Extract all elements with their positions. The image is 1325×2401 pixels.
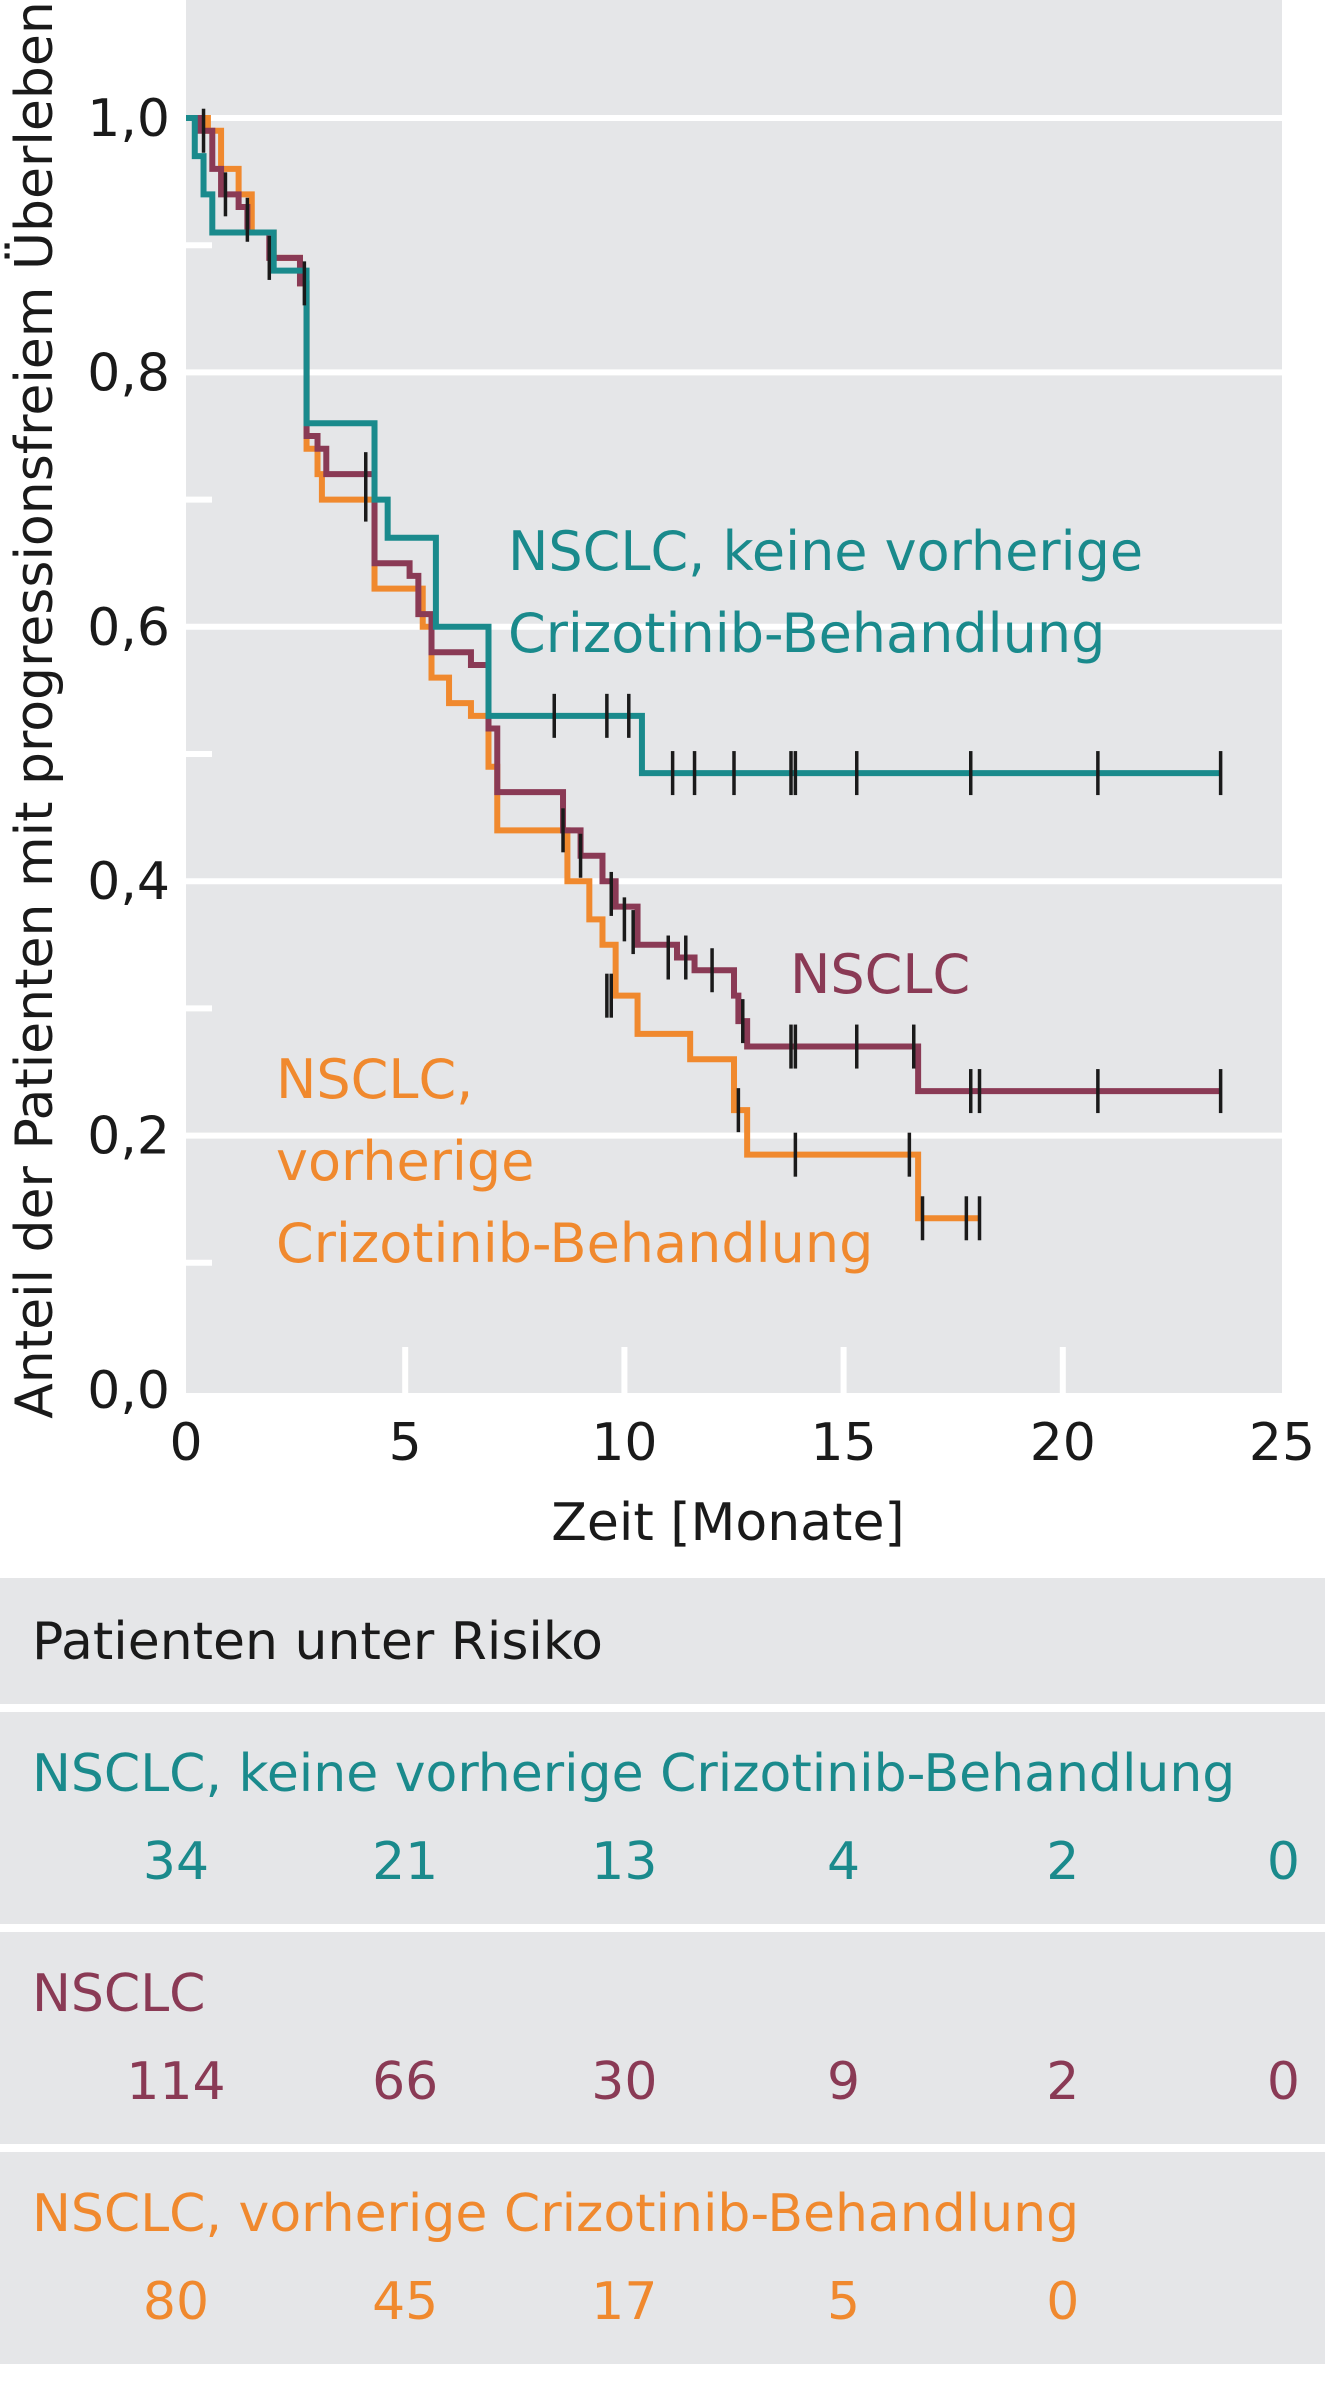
risk-count: 45 — [372, 2272, 439, 2332]
risk-table-groups: NSCLC, keine vorherige Crizotinib-Behand… — [0, 1712, 1325, 2364]
series-label-1: NSCLC — [790, 943, 970, 1006]
y-tick-label: 1,0 — [87, 89, 170, 149]
risk-count: 0 — [1266, 2052, 1300, 2112]
risk-count: 30 — [591, 2052, 658, 2112]
x-axis-ticks: 0 5 10 15 20 25 — [169, 1347, 1315, 1473]
risk-count: 0 — [1266, 1832, 1300, 1892]
risk-group-name: NSCLC, vorherige Crizotinib-Behandlung — [32, 2184, 1080, 2244]
risk-count: 66 — [372, 2052, 439, 2112]
risk-group-0: NSCLC, keine vorherige Crizotinib-Behand… — [0, 1712, 1325, 1924]
risk-count: 80 — [142, 2272, 210, 2332]
series-label-2: NSCLC, vorherige Crizotinib-Behandlung — [276, 1048, 873, 1275]
series-annotations: NSCLC, keine vorherige Crizotinib-Behandl… — [276, 520, 1143, 1275]
grid-lines — [186, 115, 1282, 1266]
risk-count: 9 — [827, 2052, 861, 2112]
risk-table-header: Patienten unter Risiko — [0, 1578, 1325, 1704]
x-tick-label: 5 — [389, 1413, 422, 1473]
risk-table: Patienten unter Risiko NSCLC, keine vorh… — [0, 1578, 1325, 2372]
y-tick-label: 0,0 — [87, 1361, 170, 1421]
risk-count: 114 — [126, 2052, 226, 2112]
x-tick-label: 20 — [1030, 1413, 1096, 1473]
risk-group-2: NSCLC, vorherige Crizotinib-Behandlung 80… — [0, 2152, 1325, 2364]
risk-table-title: Patienten unter Risiko — [32, 1612, 603, 1672]
x-tick-label: 15 — [811, 1413, 877, 1473]
y-axis-ticks: 0,0 0,2 0,4 0,6 0,8 1,0 — [87, 89, 170, 1421]
y-tick-label: 0,8 — [87, 343, 170, 403]
series-label-0: NSCLC, keine vorherige Crizotinib-Behandl… — [508, 520, 1143, 665]
x-tick-label: 25 — [1249, 1413, 1315, 1473]
x-tick-label: 10 — [591, 1413, 657, 1473]
risk-count: 2 — [1046, 2052, 1080, 2112]
risk-count: 34 — [142, 1832, 210, 1892]
risk-count: 21 — [372, 1832, 439, 1892]
risk-group-1: NSCLC 114 66 30 9 2 0 — [0, 1932, 1325, 2144]
risk-count: 17 — [591, 2272, 658, 2332]
risk-count: 2 — [1046, 1832, 1080, 1892]
risk-count: 5 — [827, 2272, 861, 2332]
y-tick-label: 0,2 — [87, 1107, 170, 1167]
risk-count: 4 — [827, 1832, 861, 1892]
y-tick-label: 0,4 — [87, 852, 170, 912]
plot-background — [186, 0, 1282, 1393]
survival-curves — [186, 108, 1223, 1241]
km-curve-0 — [186, 115, 1221, 777]
risk-group-name: NSCLC, keine vorherige Crizotinib-Behand… — [32, 1744, 1236, 1804]
x-axis-title: Zeit [Monate] — [551, 1493, 904, 1553]
x-tick-label: 0 — [169, 1413, 202, 1473]
risk-group-name: NSCLC — [32, 1964, 206, 2024]
y-axis-title: Anteil der Patienten mit progressionsfre… — [4, 1, 65, 1419]
risk-count: 13 — [591, 1832, 658, 1892]
kaplan-meier-chart: 0 5 10 15 20 25 0,0 0,2 0,4 0,6 0,8 1,0 NSCLC, kei… — [4, 0, 1315, 1553]
y-tick-label: 0,6 — [87, 598, 170, 658]
risk-count: 0 — [1046, 2272, 1080, 2332]
